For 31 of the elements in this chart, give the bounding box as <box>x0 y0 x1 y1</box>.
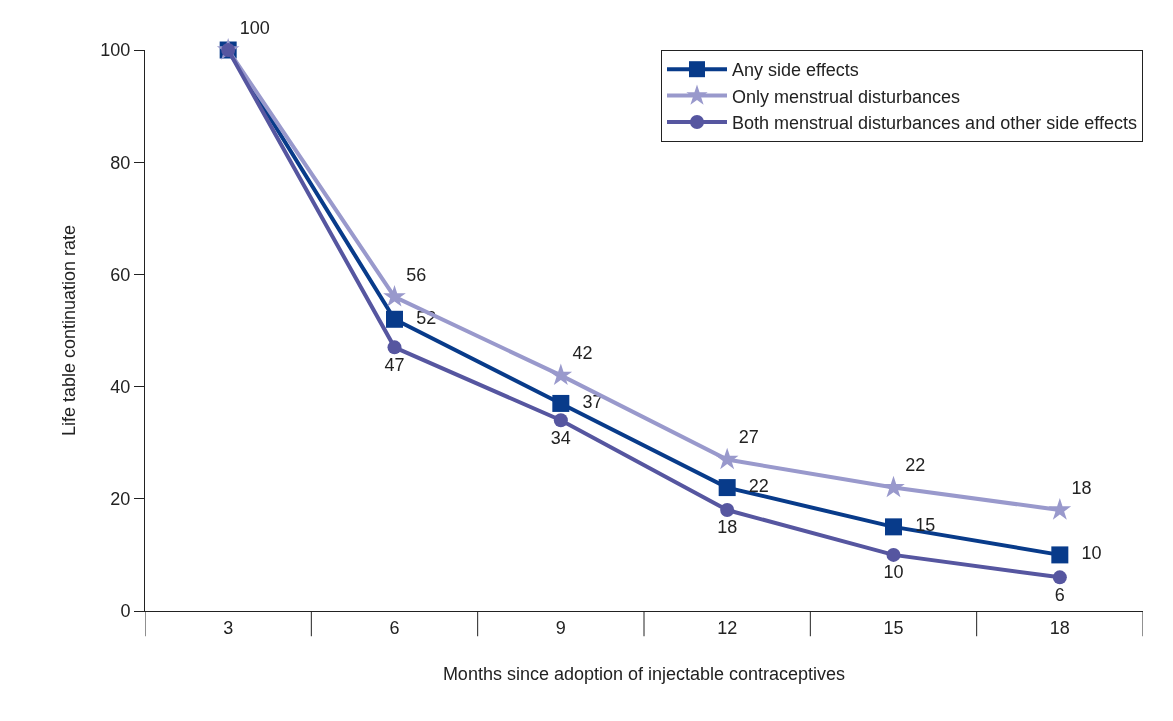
y-tick-label: 20 <box>110 489 131 510</box>
x-tick-label: 9 <box>555 617 566 638</box>
y-axis-title: Life table continuation rate <box>58 224 79 437</box>
data-label: 42 <box>572 343 593 364</box>
data-label: 47 <box>384 354 405 375</box>
data-label: 22 <box>905 455 926 476</box>
data-label: 34 <box>550 427 571 448</box>
legend-label: Only menstrual disturbances <box>732 86 961 107</box>
data-label: 15 <box>905 515 936 536</box>
y-tick-label: 100 <box>100 40 131 61</box>
data-label: 18 <box>1071 477 1092 498</box>
x-axis-title: Months since adoption of injectable contraceptives <box>442 663 846 684</box>
data-label: 56 <box>406 264 427 285</box>
legend-label: Both menstrual disturbances and other side effects <box>732 113 1137 134</box>
x-tick-label: 3 <box>223 617 234 638</box>
x-tick-label: 18 <box>1049 617 1070 638</box>
y-tick-label: 80 <box>110 152 131 173</box>
x-tick-label: 15 <box>883 617 904 638</box>
data-label: 10 <box>883 562 904 583</box>
y-tick-label: 60 <box>110 264 131 285</box>
data-label: 18 <box>717 517 738 538</box>
legend-label: Any side effects <box>732 60 859 81</box>
y-tick-label: 0 <box>120 601 131 622</box>
data-label: 100 <box>239 17 270 38</box>
y-tick-label: 40 <box>110 376 131 397</box>
x-tick-label: 6 <box>389 617 400 638</box>
data-label: 22 <box>738 476 769 497</box>
data-label: 6 <box>1054 584 1065 605</box>
data-label: 27 <box>738 427 759 448</box>
data-label: 10 <box>1071 543 1102 564</box>
x-tick-label: 12 <box>717 617 738 638</box>
